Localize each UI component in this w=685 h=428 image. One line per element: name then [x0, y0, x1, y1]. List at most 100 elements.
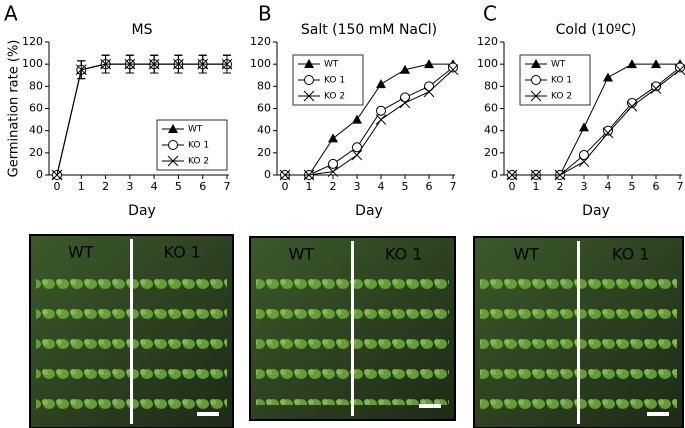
legend-label: KO 2	[324, 92, 345, 102]
marker-triangle	[651, 59, 661, 69]
marker-cross	[303, 169, 315, 181]
marker-cross	[626, 100, 638, 112]
marker-cross	[578, 156, 590, 168]
marker-triangle	[168, 124, 178, 133]
x-tick-label: 1	[78, 180, 85, 193]
marker-cross	[423, 86, 435, 98]
x-tick-label: 7	[224, 180, 231, 193]
y-tick-label: 120	[250, 35, 271, 48]
y-tick-label: 60	[257, 102, 271, 115]
marker-circle	[400, 92, 410, 103]
marker-circle	[304, 75, 314, 85]
x-axis-label: Day	[582, 203, 610, 219]
marker-circle	[675, 62, 685, 73]
marker-circle	[651, 81, 661, 92]
y-tick-label: 0	[491, 168, 498, 181]
x-axis-label: Day	[128, 203, 156, 219]
x-tick-label: 1	[306, 180, 313, 193]
marker-cross	[221, 58, 233, 70]
marker-circle	[603, 125, 613, 136]
x-tick-label: 6	[199, 180, 206, 193]
marker-cross	[351, 149, 363, 161]
marker-triangle	[304, 59, 314, 68]
marker-cross	[100, 58, 111, 70]
marker-cross	[674, 64, 685, 76]
marker-triangle	[352, 114, 362, 124]
panel-letter: A	[4, 2, 18, 26]
panel-letter: B	[258, 2, 272, 26]
marker-cross	[124, 58, 136, 70]
scale-bar	[419, 404, 441, 408]
x-tick-label: 7	[450, 180, 457, 193]
series-line	[285, 63, 453, 176]
marker-cross	[602, 127, 614, 139]
y-tick-label: 100	[22, 57, 43, 70]
series-line	[512, 69, 681, 176]
y-tick-label: 80	[29, 79, 43, 92]
x-tick-label: 2	[557, 180, 564, 193]
marker-circle	[579, 150, 589, 161]
marker-circle	[424, 81, 434, 92]
x-tick-label: 5	[175, 180, 182, 193]
legend-label: KO 1	[551, 76, 572, 86]
x-tick-label: 6	[653, 180, 660, 193]
y-tick-label: 120	[22, 35, 43, 48]
marker-cross	[447, 64, 459, 76]
marker-cross	[51, 169, 63, 181]
marker-triangle	[328, 133, 338, 143]
y-tick-label: 80	[484, 79, 498, 92]
marker-cross	[173, 58, 184, 70]
marker-triangle	[603, 72, 613, 82]
marker-cross	[75, 64, 87, 76]
x-tick-label: 4	[605, 180, 612, 193]
x-tick-label: 4	[151, 180, 158, 193]
x-axis-label: Day	[355, 203, 383, 219]
y-axis-label: Germination rate (%)	[7, 40, 22, 178]
y-tick-label: 20	[257, 146, 271, 159]
photo-label: WT	[68, 243, 94, 262]
marker-triangle	[531, 59, 541, 68]
marker-triangle	[579, 122, 589, 132]
x-tick-label: 2	[330, 180, 337, 193]
marker-triangle	[627, 59, 637, 69]
scale-bar	[197, 412, 219, 416]
x-tick-label: 1	[533, 180, 540, 193]
x-tick-label: 3	[126, 180, 133, 193]
y-tick-label: 100	[477, 57, 498, 70]
chart-title: Cold (10ºC)	[556, 22, 637, 38]
x-tick-label: 2	[102, 180, 109, 193]
photo-label: WT	[288, 245, 314, 264]
marker-circle	[376, 105, 386, 116]
x-tick-label: 4	[378, 180, 385, 193]
y-tick-label: 20	[29, 146, 43, 159]
marker-cross	[327, 166, 339, 178]
y-tick-label: 120	[477, 35, 498, 48]
photo-label: KO 1	[385, 245, 422, 264]
x-tick-label: 3	[581, 180, 588, 193]
marker-cross	[375, 114, 387, 125]
legend-label: WT	[551, 60, 566, 70]
marker-cross	[167, 155, 179, 167]
y-tick-label: 100	[250, 57, 271, 70]
x-tick-label: 0	[509, 180, 516, 193]
photo-label: WT	[513, 245, 539, 264]
marker-circle	[531, 75, 541, 85]
y-tick-label: 40	[257, 124, 271, 137]
marker-cross	[506, 169, 518, 181]
marker-triangle	[376, 79, 386, 89]
legend-label: KO 1	[324, 76, 345, 86]
photo-label: KO 1	[612, 245, 649, 264]
marker-circle	[168, 140, 178, 150]
x-tick-label: 5	[402, 180, 409, 193]
y-tick-label: 60	[29, 102, 43, 115]
y-tick-label: 40	[29, 124, 43, 137]
legend-label: KO 2	[551, 92, 572, 102]
panel-letter: C	[483, 2, 497, 26]
chart-title: Salt (150 mM NaCl)	[301, 22, 437, 38]
x-tick-label: 7	[677, 180, 684, 193]
y-tick-label: 60	[484, 102, 498, 115]
marker-cross	[530, 90, 542, 102]
series-line	[56, 63, 227, 176]
marker-circle	[352, 142, 362, 153]
